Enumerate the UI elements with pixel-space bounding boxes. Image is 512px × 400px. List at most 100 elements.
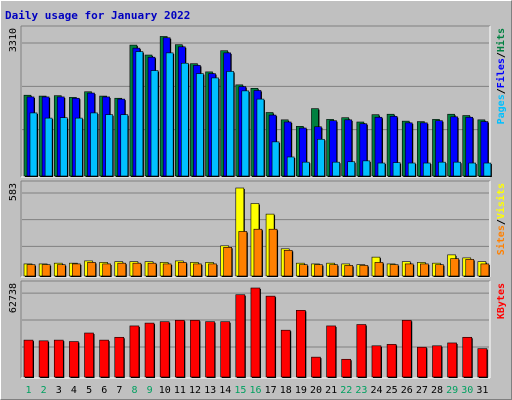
- bar-sites-17: [268, 228, 278, 277]
- x-tick-label: 7: [116, 385, 122, 396]
- y-max-label: 62738: [8, 283, 19, 313]
- bar-pages-12: [196, 73, 204, 177]
- bar-pages-10: [165, 52, 174, 177]
- bar-sites-6: [102, 263, 111, 277]
- x-tick-label: 26: [401, 385, 413, 396]
- bar-kbytes-27: [417, 346, 427, 378]
- x-tick-label: 23: [355, 385, 367, 396]
- x-tick-label: 13: [204, 385, 216, 396]
- bar-kbytes-5: [84, 332, 94, 378]
- bar-pages-16: [256, 98, 265, 177]
- bar-kbytes-20: [311, 356, 321, 378]
- bar-sites-25: [389, 264, 399, 277]
- legend-item: Sites: [495, 225, 507, 255]
- bar-pages-23: [362, 160, 371, 177]
- x-tick-label: 6: [101, 385, 107, 396]
- bar-pages-22: [347, 161, 356, 177]
- bar-pages-19: [302, 161, 310, 177]
- bar-sites-18: [283, 250, 293, 277]
- bar-kbytes-12: [190, 319, 200, 378]
- bar-pages-18: [286, 156, 295, 177]
- bar-pages-2: [44, 117, 53, 177]
- x-tick-label: 22: [340, 385, 352, 396]
- bar-sites-2: [41, 264, 51, 277]
- legend-item: /: [496, 219, 507, 225]
- x-tick-label: 19: [295, 385, 307, 396]
- bar-pages-11: [180, 62, 189, 177]
- bar-pages-30: [468, 162, 477, 177]
- bar-sites-26: [404, 263, 414, 277]
- bar-sites-11: [177, 262, 187, 277]
- x-tick-label: 27: [416, 385, 428, 396]
- bar-pages-28: [438, 161, 446, 177]
- bar-sites-30: [465, 259, 475, 277]
- bar-pages-24: [377, 162, 386, 177]
- y-max-label: 3310: [8, 28, 19, 52]
- bar-pages-9: [150, 70, 159, 177]
- x-tick-label: 29: [446, 385, 458, 396]
- bar-kbytes-24: [371, 345, 382, 378]
- x-tick-label: 30: [461, 385, 473, 396]
- x-tick-label: 11: [174, 385, 186, 396]
- x-tick-label: 4: [71, 385, 77, 396]
- bar-pages-5: [90, 112, 98, 177]
- legend-item: KBytes: [496, 283, 507, 319]
- x-tick-label: 24: [371, 385, 383, 396]
- bar-kbytes-19: [296, 310, 306, 378]
- bar-sites-20: [314, 264, 323, 277]
- bar-kbytes-16: [250, 287, 261, 378]
- bar-sites-23: [359, 265, 369, 277]
- x-tick-label: 9: [147, 385, 153, 396]
- x-tick-label: 31: [476, 385, 488, 396]
- x-tick-label: 14: [219, 385, 231, 396]
- x-tick-label: 18: [280, 385, 292, 396]
- bar-sites-27: [420, 263, 429, 277]
- bar-pages-17: [271, 141, 280, 177]
- bar-pages-7: [120, 114, 129, 177]
- bar-sites-28: [435, 264, 444, 277]
- bar-pages-13: [211, 77, 219, 177]
- bar-kbytes-30: [462, 336, 473, 378]
- x-tick-label: 1: [26, 385, 32, 396]
- bar-sites-8: [132, 262, 142, 277]
- bar-sites-7: [117, 262, 127, 277]
- bar-kbytes-17: [265, 295, 276, 378]
- legend-2: Sites/Visits: [495, 183, 507, 255]
- bar-kbytes-4: [69, 341, 79, 378]
- bar-sites-16: [253, 228, 263, 277]
- y-max-label: 583: [8, 183, 19, 201]
- bar-kbytes-31: [477, 348, 488, 378]
- legend-1: Pages/Files/Hits: [495, 28, 507, 124]
- x-tick-label: 21: [325, 385, 337, 396]
- x-tick-label: 15: [234, 385, 246, 396]
- bar-kbytes-26: [401, 319, 412, 378]
- bar-sites-14: [223, 247, 232, 277]
- bar-sites-15: [238, 231, 248, 277]
- bar-sites-1: [26, 264, 36, 277]
- legend-item: /: [496, 52, 507, 58]
- bar-pages-6: [105, 114, 113, 177]
- bar-kbytes-25: [386, 344, 397, 378]
- bar-kbytes-23: [356, 324, 367, 378]
- bar-kbytes-21: [326, 325, 336, 378]
- legend-item: Visits: [495, 183, 507, 219]
- bar-kbytes-11: [174, 319, 185, 378]
- x-tick-label: 17: [265, 385, 277, 396]
- x-tick-label: 12: [189, 385, 201, 396]
- bar-kbytes-13: [205, 321, 215, 378]
- bar-pages-14: [226, 71, 234, 177]
- bar-kbytes-14: [220, 321, 230, 378]
- bar-pages-27: [423, 162, 431, 177]
- bar-sites-3: [56, 264, 66, 277]
- legend-3: KBytes: [496, 283, 507, 319]
- bar-sites-9: [147, 262, 157, 277]
- bar-sites-22: [344, 265, 354, 277]
- bar-pages-4: [75, 117, 83, 177]
- bar-kbytes-18: [280, 329, 291, 378]
- bar-sites-5: [87, 262, 96, 277]
- bar-pages-25: [392, 162, 401, 177]
- x-tick-label: 25: [386, 385, 398, 396]
- bar-kbytes-7: [114, 336, 125, 378]
- bar-pages-15: [241, 90, 250, 177]
